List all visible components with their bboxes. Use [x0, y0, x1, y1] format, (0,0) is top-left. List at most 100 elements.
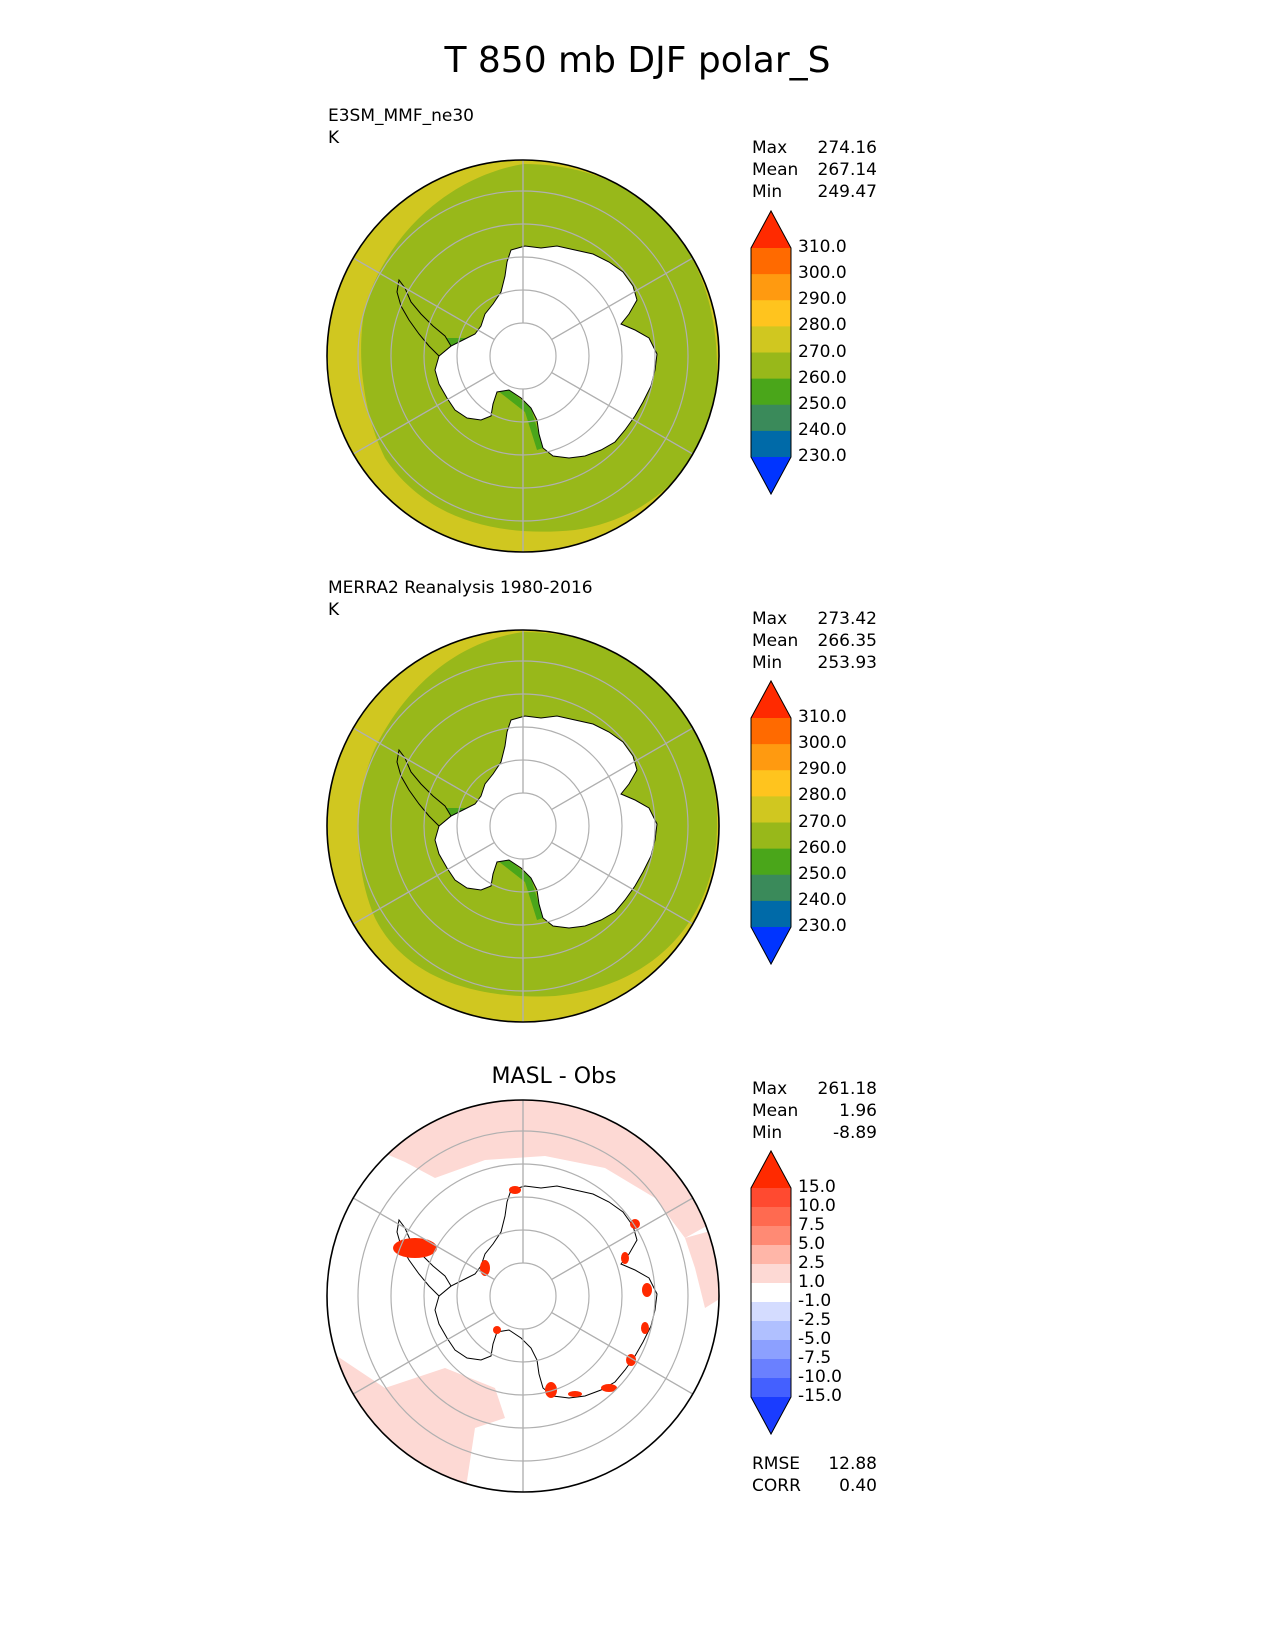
colorbar-segment	[751, 1283, 791, 1303]
colorbar-extend-min	[751, 1397, 791, 1435]
meridian-gridline	[349, 1311, 495, 1397]
metric-value: 0.40	[839, 1476, 877, 1496]
stat-value: -8.89	[833, 1123, 877, 1143]
colorbar-segment	[751, 770, 791, 797]
large-anomaly-patch	[393, 1238, 437, 1258]
colorbar-tick-label: -7.5	[798, 1348, 832, 1368]
colorbar-segment	[751, 874, 791, 902]
large-anomaly-patch	[601, 1384, 617, 1392]
meridian-gridline	[349, 725, 495, 811]
colorbar-tick-label: -10.0	[798, 1367, 842, 1387]
map-difference	[326, 1099, 720, 1493]
positive-anomaly-east	[685, 1228, 719, 1308]
colorbar-tick-label: 1.0	[798, 1272, 826, 1292]
colorbar-tick-label: 7.5	[798, 1215, 826, 1235]
panel-3-metrics: RMSE 12.88 CORR 0.40	[752, 1453, 877, 1497]
positive-anomaly-north	[327, 1100, 719, 1238]
colorbar-segment	[751, 430, 791, 458]
colorbar-segment	[751, 1321, 791, 1341]
colorbar-tick-label: 290.0	[798, 289, 847, 310]
colorbar-segment	[751, 1359, 791, 1379]
colorbar-graphic	[750, 1150, 792, 1435]
stat-label: Mean	[752, 631, 799, 651]
colorbar-segment	[751, 1340, 791, 1360]
colorbar-tick-label: 5.0	[798, 1234, 826, 1254]
map-boundary	[326, 159, 720, 553]
colorbar-tick-label: -15.0	[798, 1386, 842, 1406]
colorbar-segment	[751, 1245, 791, 1265]
colorbar-tick-label: 300.0	[798, 263, 847, 284]
colorbar-segment	[751, 352, 791, 380]
colorbar-tick-label: 250.0	[798, 863, 847, 884]
colorbar-segment	[751, 248, 791, 275]
stat-value: 273.42	[817, 609, 877, 629]
map-test	[326, 159, 720, 553]
map-reference	[326, 629, 720, 1023]
colorbar-tick-label: 290.0	[798, 759, 847, 780]
panel-3-stats: Max 261.18 Mean 1.96 Min -8.89	[752, 1078, 877, 1144]
colorbar-graphic	[750, 210, 792, 495]
colorbar-border	[750, 1150, 792, 1435]
large-anomaly-patch	[621, 1252, 629, 1264]
colorbar-segment	[751, 274, 791, 301]
colorbar-difference: 15.0 10.0 7.5 5.0 2.5 1.0 -1.0 -2.5 -5.0 -7.5 -10.…	[750, 1150, 890, 1435]
colorbar-tick-label: 10.0	[798, 1196, 836, 1216]
metric-label: CORR	[752, 1476, 801, 1496]
large-anomaly-patch	[545, 1382, 557, 1398]
colorbar-tick-label: 300.0	[798, 733, 847, 754]
colorbar-segment	[751, 1302, 791, 1322]
colorbar-segment	[751, 1188, 791, 1208]
stat-value: 266.35	[817, 631, 877, 651]
colorbar-tick-label: 270.0	[798, 341, 847, 362]
colorbar-segment	[751, 744, 791, 771]
large-anomaly-patch	[641, 1322, 649, 1334]
antarctica-outline	[434, 715, 658, 929]
colorbar-test: 310.0 300.0 290.0 280.0 270.0 260.0 250.0 240.0…	[750, 210, 890, 495]
panel-2-label: MERRA2 Reanalysis 1980-2016 K	[328, 577, 593, 621]
stat-label: Min	[752, 182, 783, 202]
colorbar-tick-label: 270.0	[798, 811, 847, 832]
metric-label: RMSE	[752, 1454, 801, 1474]
stat-label: Min	[752, 1123, 783, 1143]
stat-value: 274.16	[817, 138, 877, 158]
stat-label: Mean	[752, 160, 799, 180]
coastal-band-250-260	[489, 843, 543, 920]
colorbar-tick-label: 280.0	[798, 315, 847, 336]
colorbar-tick-label: -2.5	[798, 1310, 832, 1330]
colorbar-segment	[751, 378, 791, 406]
stat-value: 249.47	[817, 182, 877, 202]
colorbar-segment	[751, 404, 791, 432]
peninsula-outline	[396, 748, 452, 827]
stat-value: 261.18	[817, 1079, 877, 1099]
colorbar-border	[750, 680, 792, 965]
colorbar-graphic	[750, 680, 792, 965]
colorbar-tick-label: 240.0	[798, 889, 847, 910]
panel-1-label: E3SM_MMF_ne30 K	[328, 105, 474, 149]
colorbar-border	[750, 210, 792, 495]
meridian-gridline	[551, 255, 697, 341]
meridian-gridline	[349, 841, 495, 927]
peninsula-outline	[396, 278, 452, 357]
panel-3-title: MASL - Obs	[491, 1064, 617, 1089]
peninsula-outline	[396, 1218, 452, 1297]
map-boundary	[326, 1099, 720, 1493]
colorbar-extend-min	[751, 927, 791, 965]
figure-title: T 850 mb DJF polar_S	[444, 40, 831, 81]
colorbar-tick-label: 240.0	[798, 419, 847, 440]
colorbar-tick-label: 280.0	[798, 785, 847, 806]
colorbar-segment	[751, 900, 791, 928]
colorbar-segment	[751, 1378, 791, 1398]
metric-value: 12.88	[828, 1454, 877, 1474]
panel-2-units: K	[328, 600, 340, 620]
colorbar-segment	[751, 1264, 791, 1284]
stat-value: 253.93	[817, 653, 877, 673]
colorbar-segment	[751, 300, 791, 327]
colorbar-tick-label: 310.0	[798, 237, 847, 257]
large-anomaly-patch	[568, 1391, 582, 1397]
meridian-gridline	[551, 725, 697, 811]
colorbar-segment	[751, 718, 791, 745]
map-boundary	[326, 629, 720, 1023]
meridian-gridline	[349, 255, 495, 341]
large-anomaly-patch	[509, 1186, 521, 1194]
meridian-gridline	[349, 371, 495, 457]
